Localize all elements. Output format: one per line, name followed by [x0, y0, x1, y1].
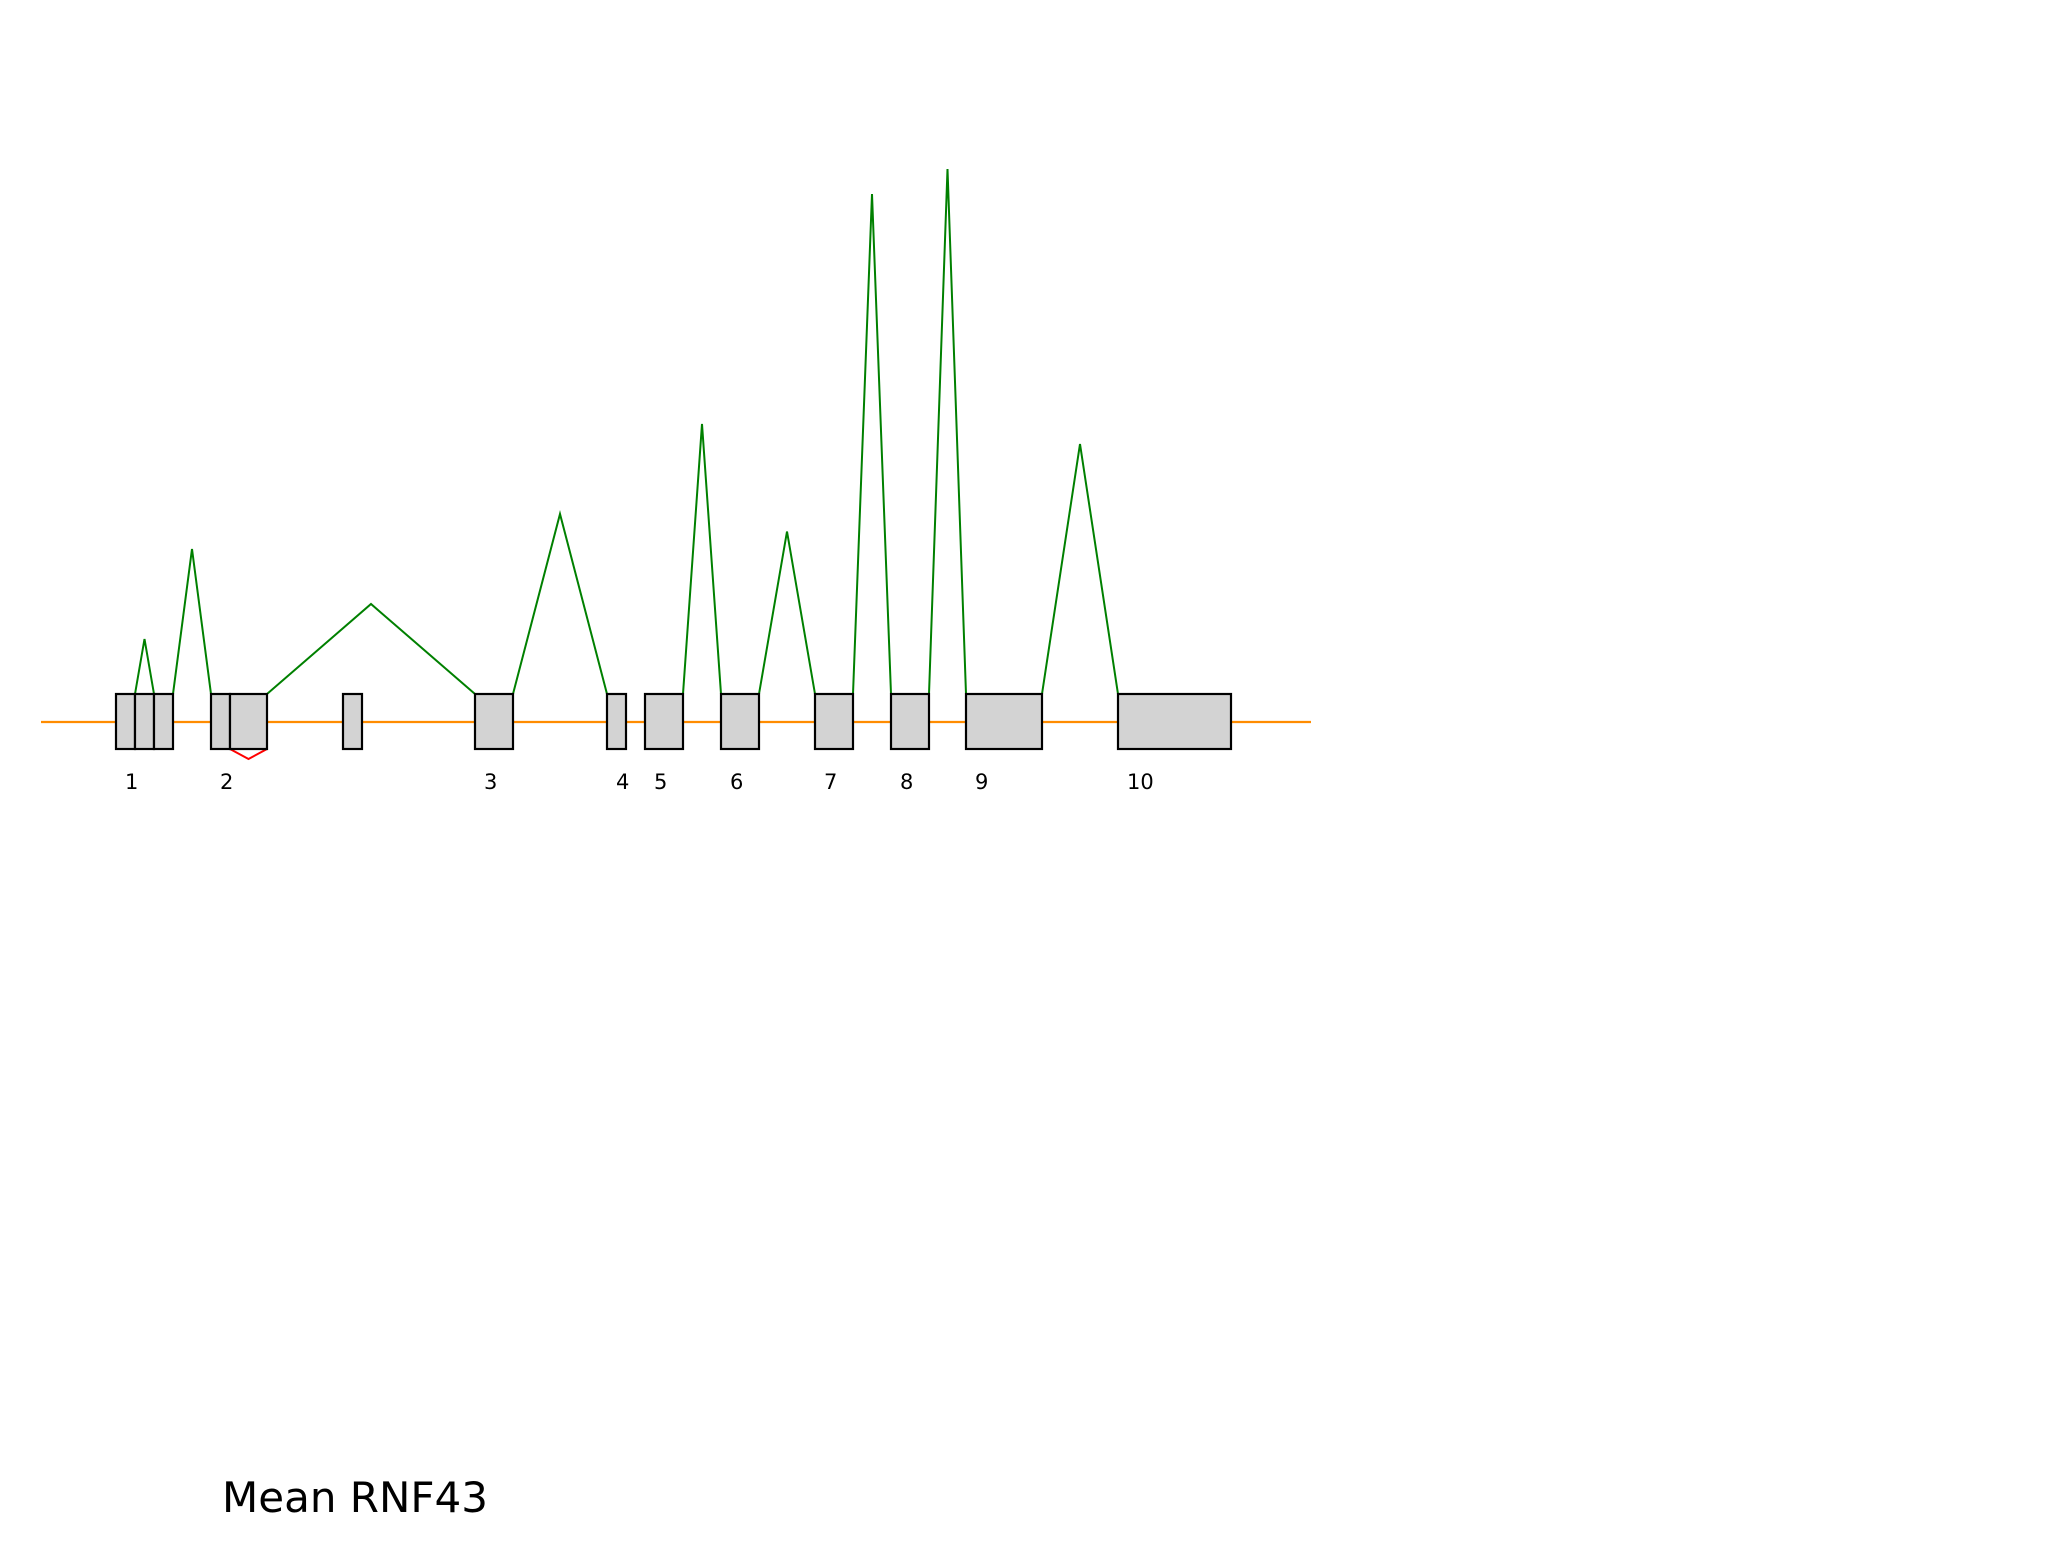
exon-label-7: 7 [824, 770, 837, 794]
exon-box-4 [209, 692, 232, 751]
exon-label-3: 3 [484, 770, 497, 794]
exon-label-6: 6 [730, 770, 743, 794]
exon-label-1: 1 [125, 770, 138, 794]
exon-label-10: 10 [1127, 770, 1154, 794]
exon-box-5 [228, 692, 269, 751]
exon-box-12 [889, 692, 931, 751]
exon-box-13 [964, 692, 1044, 751]
exon-box-3 [152, 692, 175, 751]
junction-arc-6 [758, 531, 816, 695]
exon-box-11 [813, 692, 855, 751]
junction-arc-4 [512, 510, 608, 695]
exon-labels-layer: 1 2 3 4 5 6 7 8 9 10 [125, 770, 1154, 794]
junction-arcs-layer [134, 168, 1119, 761]
exon-box-9 [643, 692, 685, 751]
junction-arc-9 [1041, 443, 1119, 695]
exon-label-4: 4 [616, 770, 629, 794]
exon-label-2: 2 [220, 770, 233, 794]
junction-arc-8 [928, 168, 967, 695]
exon-box-10 [719, 692, 761, 751]
junction-arc-1 [134, 638, 155, 695]
exon-boxes-layer [114, 692, 1233, 751]
junction-arc-5 [682, 423, 722, 695]
exon-label-5: 5 [654, 770, 667, 794]
exon-box-2 [133, 692, 156, 751]
chart-title: Mean RNF43 [222, 1473, 488, 1522]
exon-box-14 [1116, 692, 1233, 751]
exon-label-8: 8 [900, 770, 913, 794]
exon-box-6 [341, 692, 364, 751]
junction-arc-7 [852, 193, 892, 695]
exon-box-7 [473, 692, 515, 751]
junction-arc-10 [229, 748, 268, 761]
junction-arc-2 [172, 548, 212, 695]
junction-arc-3 [266, 602, 476, 695]
exon-box-8 [605, 692, 628, 751]
exon-box-1 [114, 692, 137, 751]
exon-label-9: 9 [975, 770, 988, 794]
